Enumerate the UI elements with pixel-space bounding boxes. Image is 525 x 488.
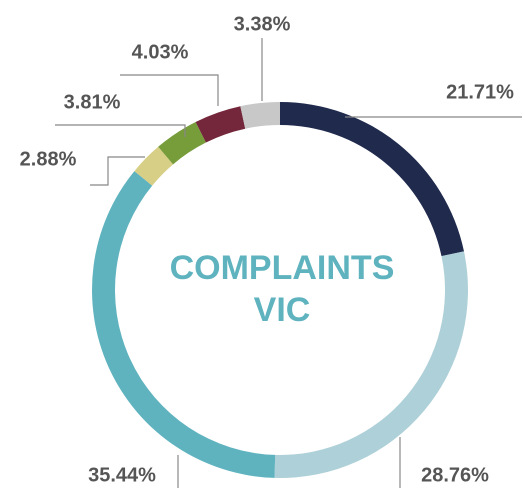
donut-segment — [195, 106, 246, 143]
data-label: 35.44% — [88, 464, 156, 486]
data-label: 3.81% — [64, 91, 121, 113]
data-label: 21.71% — [446, 81, 514, 103]
leader-line — [55, 124, 186, 137]
center-text: COMPLAINTS — [170, 249, 395, 287]
data-label: 28.76% — [421, 464, 489, 486]
donut-segment — [240, 102, 280, 129]
donut-segment — [280, 102, 464, 257]
donut-segment — [92, 171, 276, 478]
donut-segment — [158, 122, 206, 165]
center-text: VIC — [254, 291, 311, 329]
donut-segment — [274, 251, 468, 478]
leader-line — [90, 156, 145, 186]
data-label: 4.03% — [132, 41, 189, 63]
leader-line — [120, 74, 219, 106]
data-label: 3.38% — [234, 13, 291, 35]
donut-segment — [134, 146, 174, 186]
data-label: 2.88% — [20, 148, 77, 170]
